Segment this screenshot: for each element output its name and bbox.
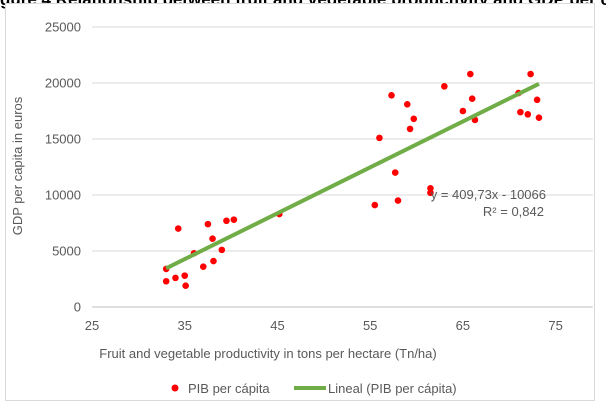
data-point <box>427 189 434 197</box>
trendline-equation: y = 409,73x - 10066 <box>431 187 546 202</box>
x-axis-title: Fruit and vegetable productivity in tons… <box>99 346 436 361</box>
data-point <box>467 70 474 78</box>
y-tick-label: 20000 <box>45 76 81 91</box>
x-tick-label: 55 <box>363 318 377 333</box>
x-tick-label: 45 <box>270 318 284 333</box>
data-point <box>527 70 534 78</box>
data-point <box>517 108 524 116</box>
x-tick-label: 75 <box>548 318 562 333</box>
y-axis-title: GDP per capita in euros <box>10 96 25 235</box>
data-point <box>182 282 189 290</box>
y-tick-label: 15000 <box>45 132 81 147</box>
data-point <box>376 134 383 142</box>
data-point <box>406 125 414 133</box>
x-tick-label: 65 <box>456 318 470 333</box>
data-point <box>410 115 418 123</box>
x-tick-label: 25 <box>85 318 99 333</box>
data-point <box>174 225 182 232</box>
gridlines <box>92 26 593 252</box>
data-point <box>459 107 467 115</box>
legend-label-scatter: PIB per cápita <box>188 381 270 396</box>
data-point <box>535 114 543 122</box>
legend-marker-scatter <box>171 384 179 392</box>
data-point <box>533 96 541 104</box>
data-point <box>218 246 226 254</box>
trendline <box>165 82 540 271</box>
y-tick-label: 5000 <box>52 244 81 259</box>
y-tick-label: 25000 <box>45 20 81 35</box>
legend-label-trendline: Lineal (PIB per cápita) <box>328 381 457 396</box>
data-points <box>162 70 543 290</box>
data-point <box>210 257 217 265</box>
data-point <box>388 92 395 99</box>
data-point <box>403 100 411 108</box>
data-point <box>394 197 402 204</box>
data-point <box>181 272 189 279</box>
data-point <box>209 235 216 242</box>
data-point <box>172 274 179 282</box>
trendline-r2: R² = 0,842 <box>483 204 544 219</box>
y-tick-labels: 0 5000 10000 15000 20000 25000 <box>45 20 81 315</box>
data-point <box>441 83 448 90</box>
data-point <box>162 277 170 285</box>
data-point <box>468 95 476 102</box>
data-point <box>391 169 399 176</box>
y-tick-label: 0 <box>74 300 81 315</box>
data-point <box>371 201 379 209</box>
data-point <box>199 263 207 270</box>
data-point <box>230 216 238 223</box>
x-tick-label: 35 <box>177 318 191 333</box>
data-point <box>524 111 532 118</box>
y-tick-label: 10000 <box>45 188 81 203</box>
data-point <box>204 220 212 228</box>
x-tick-labels: 25 35 45 55 65 75 <box>85 318 563 333</box>
legend: PIB per cápita Lineal (PIB per cápita) <box>171 381 457 396</box>
data-point <box>223 217 230 225</box>
